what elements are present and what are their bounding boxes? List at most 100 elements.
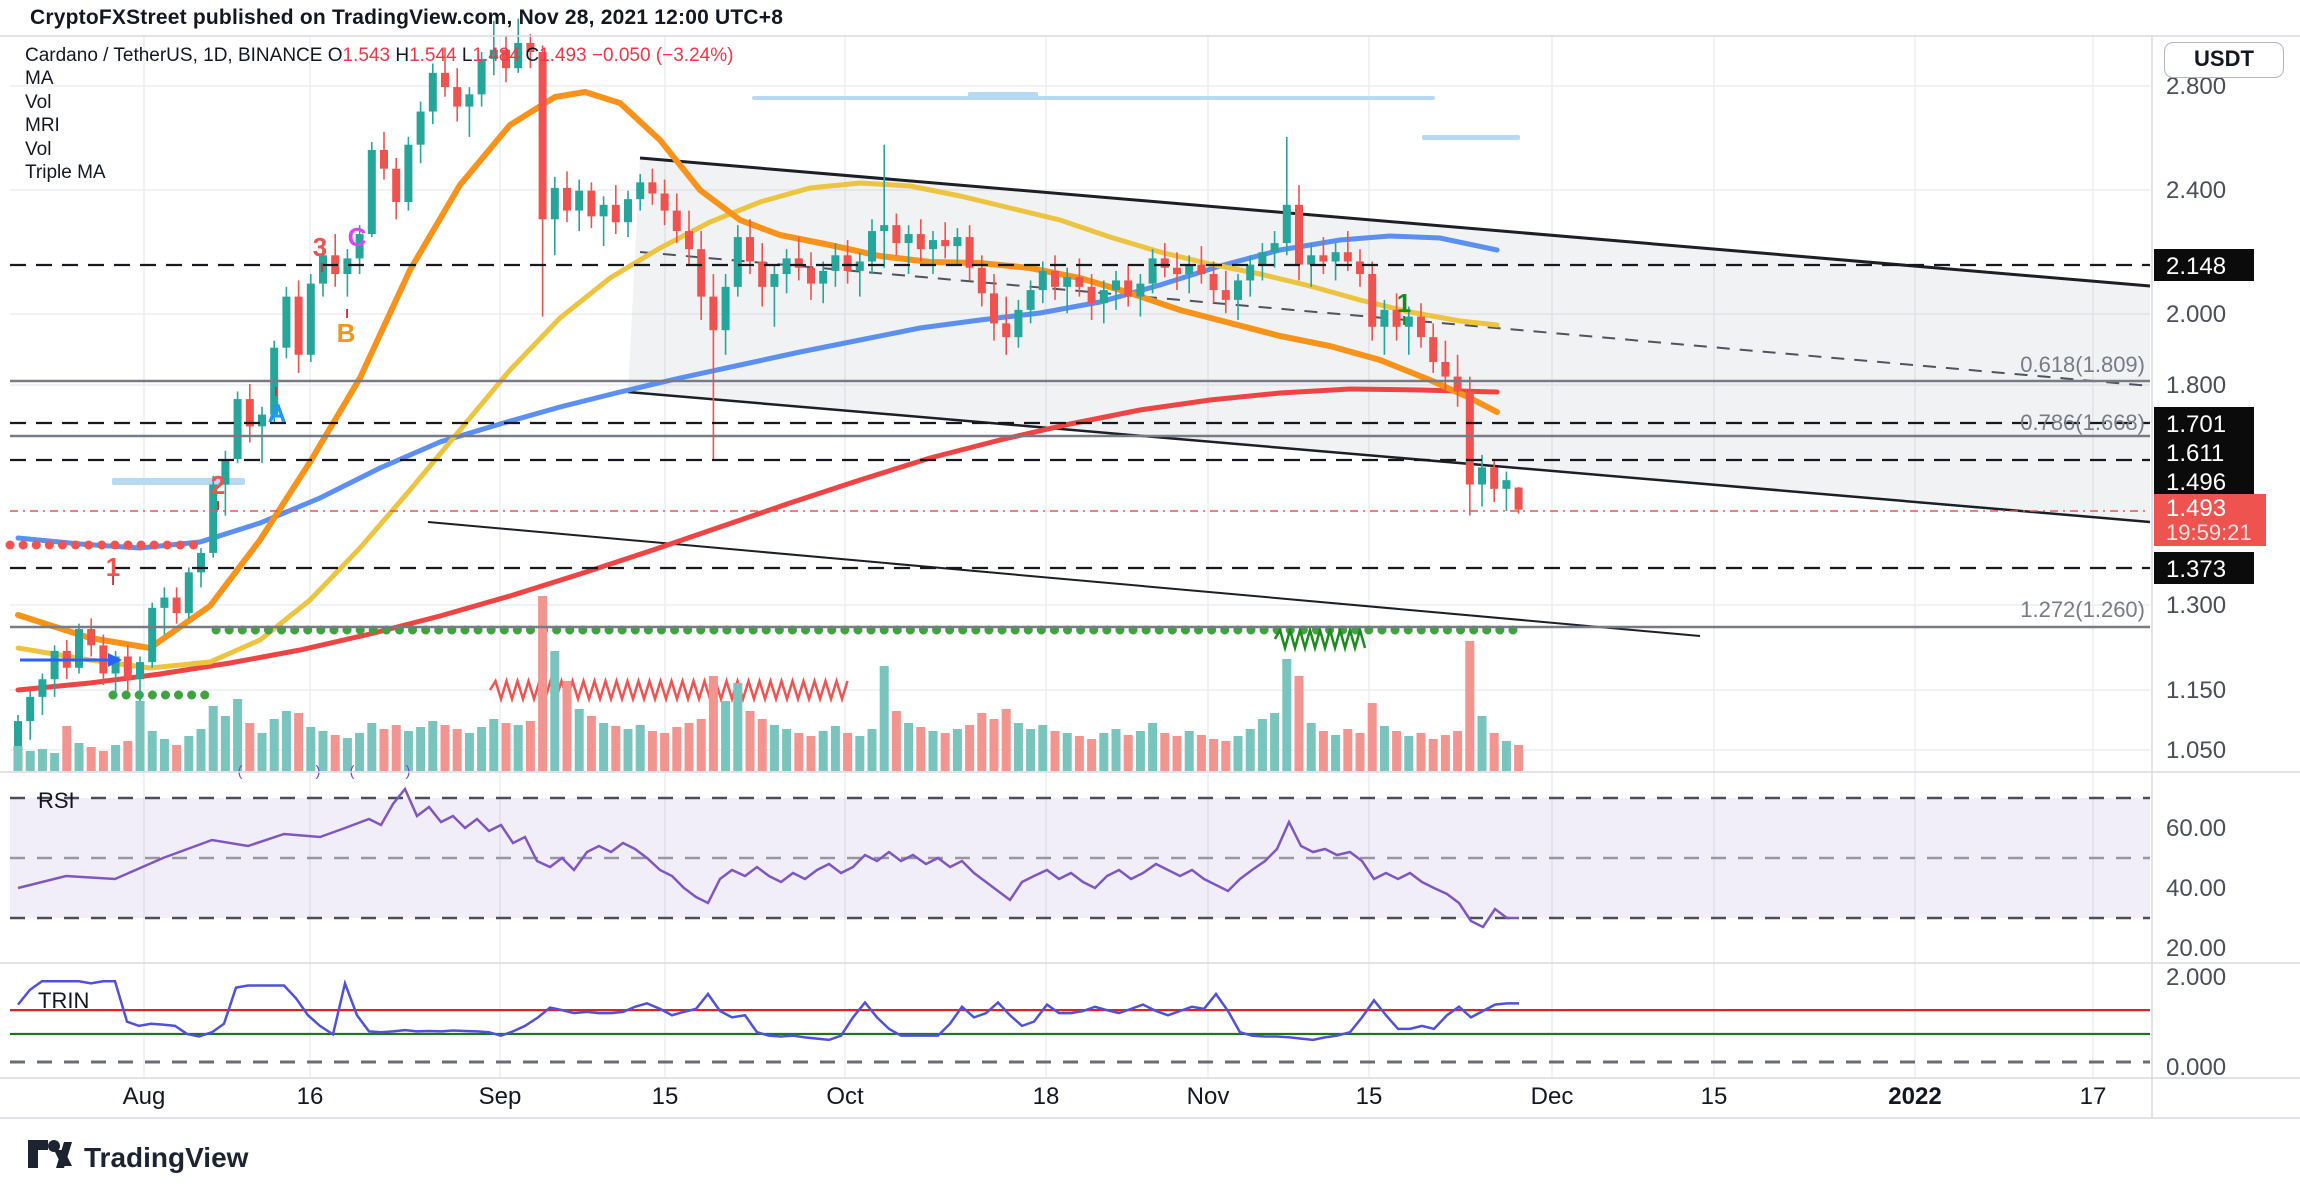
volume-bar xyxy=(1453,731,1463,771)
volume-bar xyxy=(1257,719,1267,771)
candle-body xyxy=(465,94,474,107)
currency-toggle-button[interactable]: USDT xyxy=(2164,42,2284,78)
volume-bar xyxy=(342,738,352,771)
candle-body xyxy=(1404,316,1413,327)
candle-body xyxy=(1453,376,1462,392)
time-tick-label[interactable]: 2022 xyxy=(1888,1083,1941,1110)
price-level-box xyxy=(2154,552,2254,584)
candle-body xyxy=(172,597,181,614)
rsi-tick-label[interactable]: 20.00 xyxy=(2166,935,2226,962)
volume-bar xyxy=(721,701,731,771)
trend-arrow-head xyxy=(108,653,122,667)
candle-body xyxy=(1356,261,1364,275)
price-tick-label[interactable]: 2.400 xyxy=(2166,177,2226,204)
wave-label-1: 1 xyxy=(1397,288,1411,318)
candle-body xyxy=(343,258,352,275)
mri-level-segment xyxy=(968,92,1038,99)
candle-body xyxy=(941,240,950,247)
price-level-box xyxy=(2154,407,2254,439)
last-price-value: 1.493 xyxy=(2166,495,2226,522)
trin-pane-label[interactable]: TRIN xyxy=(38,988,89,1013)
candle-body xyxy=(599,204,608,217)
candle-body xyxy=(782,258,791,275)
volume-bar xyxy=(184,736,194,771)
rsi-pane-label[interactable]: RSI xyxy=(38,788,75,813)
time-tick-label[interactable]: 15 xyxy=(1356,1083,1383,1110)
volume-bar xyxy=(391,725,401,771)
trin-tick-label[interactable]: 0.000 xyxy=(2166,1054,2226,1081)
price-tick-label[interactable]: 1.300 xyxy=(2166,592,2226,619)
time-tick-label[interactable]: 15 xyxy=(1701,1083,1728,1110)
wave-label-A: A xyxy=(268,398,287,428)
time-tick-label[interactable]: 15 xyxy=(652,1083,679,1110)
candle-body xyxy=(282,296,291,348)
wave-label-B: B xyxy=(337,318,356,348)
time-tick-label[interactable]: 17 xyxy=(2080,1083,2107,1110)
indicator-label-vol2[interactable]: Vol xyxy=(25,138,52,160)
indicator-tick-mark: I xyxy=(320,260,324,275)
tradingview-logo[interactable]: TradingView xyxy=(28,1138,248,1178)
candle-body xyxy=(1063,277,1072,287)
indicator-tick-mark: I xyxy=(111,573,115,588)
volume-bar xyxy=(1062,733,1072,771)
symbol-title[interactable]: Cardano / TetherUS, 1D, BINANCE xyxy=(25,45,323,66)
volume-bar xyxy=(806,736,816,771)
time-tick-label[interactable]: Dec xyxy=(1531,1083,1574,1110)
candle-body xyxy=(233,399,242,459)
ma-yellow-line xyxy=(15,180,1500,671)
indicator-label-ma[interactable]: MA xyxy=(25,68,54,89)
indicator-label-triple-ma[interactable]: Triple MA xyxy=(25,162,106,183)
candle-body xyxy=(831,255,840,271)
volume-bar xyxy=(830,726,840,771)
mri-level-segment xyxy=(1422,135,1520,140)
candle-body xyxy=(709,296,718,331)
volume-bar xyxy=(867,729,877,771)
time-tick-label[interactable]: 18 xyxy=(1033,1083,1060,1110)
candle-body xyxy=(575,190,584,211)
candle-body xyxy=(1465,391,1474,485)
candle-body xyxy=(38,679,47,697)
channel-bottom-line[interactable] xyxy=(627,390,2151,524)
price-tick-label[interactable]: 1.150 xyxy=(2166,677,2226,704)
volume-bar xyxy=(1160,733,1170,771)
candle-body xyxy=(258,414,266,427)
candle-body xyxy=(636,182,645,200)
volume-bar xyxy=(13,746,23,771)
rsi-tick-label[interactable]: 60.00 xyxy=(2166,815,2226,842)
time-tick-label[interactable]: Oct xyxy=(826,1083,864,1110)
candle-body xyxy=(892,225,901,244)
time-tick-label[interactable]: Aug xyxy=(123,1083,166,1110)
volume-bar xyxy=(696,719,706,771)
candle-body xyxy=(1087,286,1096,304)
time-tick-label[interactable]: Nov xyxy=(1187,1083,1230,1110)
price-tick-label[interactable]: 1.800 xyxy=(2166,372,2226,399)
volume-bar xyxy=(501,723,511,771)
indicator-label-vol[interactable]: Vol xyxy=(25,91,52,113)
volume-bar xyxy=(1135,731,1145,771)
volume-bar xyxy=(1184,731,1194,771)
volume-bar xyxy=(220,716,230,771)
price-tick-label[interactable]: 1.050 xyxy=(2166,737,2226,764)
candle-body xyxy=(1417,316,1425,338)
volume-bar xyxy=(1465,641,1475,771)
rsi-tick-label[interactable]: 40.00 xyxy=(2166,875,2226,902)
trin-tick-label[interactable]: 2.000 xyxy=(2166,964,2226,991)
price-level-box-label: 1.701 xyxy=(2166,411,2226,438)
time-tick-label[interactable]: Sep xyxy=(479,1083,522,1110)
indicator-label-mri[interactable]: MRI xyxy=(25,115,60,136)
volume-bar xyxy=(952,729,962,771)
volume-bar xyxy=(855,736,865,771)
volume-bar xyxy=(769,725,779,771)
time-tick-label[interactable]: 16 xyxy=(297,1083,324,1110)
price-tick-label[interactable]: 2.000 xyxy=(2166,301,2226,328)
candle-body xyxy=(904,234,913,244)
volume-bar xyxy=(196,729,206,771)
price-level-box xyxy=(2154,465,2254,497)
volume-bar xyxy=(1196,735,1206,771)
channel-top-line[interactable] xyxy=(639,156,2151,288)
lower-trendline[interactable] xyxy=(427,521,1701,637)
volume-bar xyxy=(416,727,426,771)
volume-bar xyxy=(1172,736,1182,771)
volume-bar xyxy=(269,719,279,771)
